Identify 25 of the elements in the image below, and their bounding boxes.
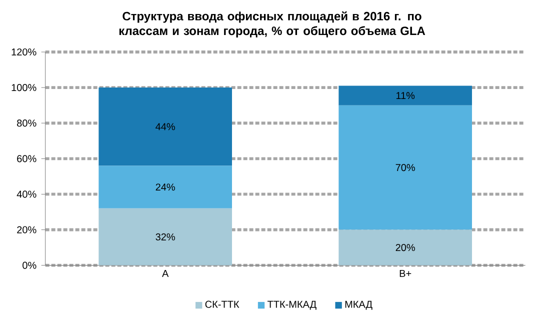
- legend-label: СК-ТТК: [205, 300, 240, 308]
- y-tick-label: 80%: [17, 120, 36, 127]
- y-tick-label: 120%: [12, 48, 36, 56]
- y-tick-label: 20%: [17, 226, 36, 234]
- data-label: 11%: [396, 92, 415, 100]
- y-tick-label: 0%: [22, 262, 36, 269]
- data-label: 20%: [396, 244, 415, 252]
- data-label: 44%: [156, 123, 175, 130]
- x-tick-label: A: [162, 270, 169, 277]
- bar: [98, 166, 232, 208]
- y-tick-label: 100%: [12, 84, 36, 92]
- data-label: 32%: [156, 233, 175, 240]
- bar: [338, 105, 472, 230]
- bar: [338, 86, 472, 106]
- bar: [98, 208, 232, 266]
- chart-title: Структура ввода офисных площадей в 2016 г. по классам и зонам города, % от общего объема GLA: [119, 11, 426, 38]
- bar: [338, 230, 472, 266]
- bar: [98, 88, 232, 166]
- x-tick-label: B+: [400, 270, 412, 277]
- legend-label: МКАД: [345, 300, 372, 310]
- data-label: 70%: [396, 164, 415, 172]
- y-tick-label: 60%: [17, 155, 36, 162]
- y-tick-label: 40%: [16, 190, 36, 198]
- data-label: 24%: [156, 184, 175, 191]
- legend-label: ТТК-МКАД: [267, 300, 316, 310]
